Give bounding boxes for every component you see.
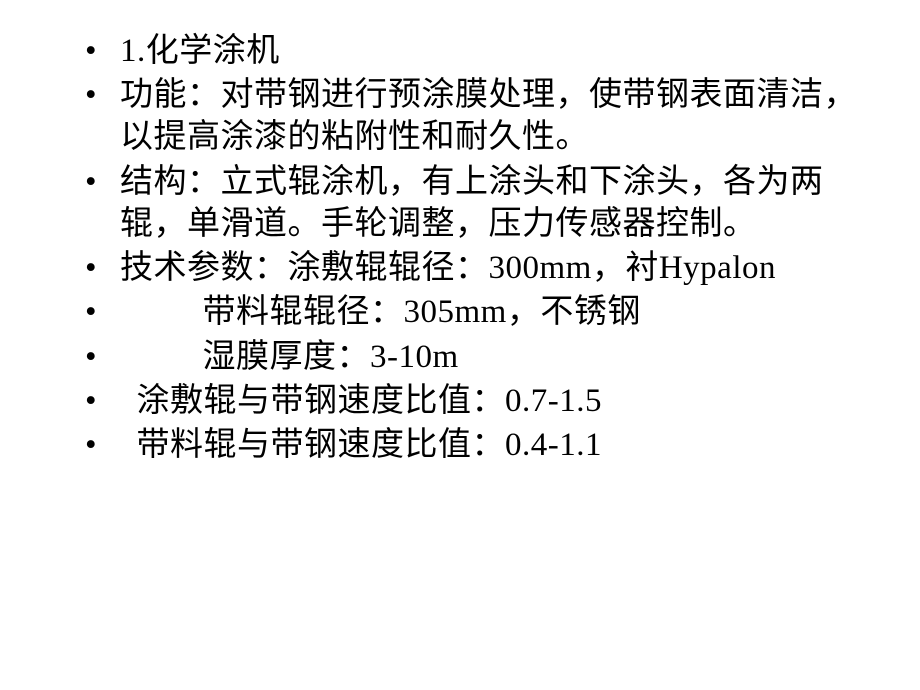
- bullet-text: 湿膜厚度：3-10m: [203, 339, 459, 375]
- list-item: 湿膜厚度：3-10m: [85, 336, 860, 378]
- list-item: 涂敷辊与带钢速度比值：0.7-1.5: [85, 380, 860, 422]
- bullet-text: 涂敷辊与带钢速度比值：0.7-1.5: [137, 383, 603, 419]
- bullet-list: 1.化学涂机 功能：对带钢进行预涂膜处理，使带钢表面清洁，以提高涂漆的粘附性和耐…: [85, 30, 860, 466]
- bullet-text: 带料辊与带钢速度比值：0.4-1.1: [137, 427, 603, 463]
- slide-content: 1.化学涂机 功能：对带钢进行预涂膜处理，使带钢表面清洁，以提高涂漆的粘附性和耐…: [0, 30, 920, 466]
- bullet-text: 带料辊辊径：305mm，不锈钢: [203, 294, 641, 330]
- list-item: 带料辊辊径：305mm，不锈钢: [85, 291, 860, 333]
- list-item: 技术参数：涂敷辊辊径：300mm，衬Hypalon: [85, 247, 860, 289]
- list-item: 1.化学涂机: [85, 30, 860, 72]
- list-item: 功能：对带钢进行预涂膜处理，使带钢表面清洁，以提高涂漆的粘附性和耐久性。: [85, 74, 860, 158]
- bullet-text: 功能：对带钢进行预涂膜处理，使带钢表面清洁，以提高涂漆的粘附性和耐久性。: [120, 77, 857, 155]
- list-item: 结构：立式辊涂机，有上涂头和下涂头，各为两辊，单滑道。手轮调整，压力传感器控制。: [85, 161, 860, 245]
- list-item: 带料辊与带钢速度比值：0.4-1.1: [85, 424, 860, 466]
- bullet-text: 1.化学涂机: [120, 33, 280, 69]
- bullet-text: 结构：立式辊涂机，有上涂头和下涂头，各为两辊，单滑道。手轮调整，压力传感器控制。: [120, 164, 824, 242]
- bullet-text: 技术参数：涂敷辊辊径：300mm，衬Hypalon: [120, 250, 776, 286]
